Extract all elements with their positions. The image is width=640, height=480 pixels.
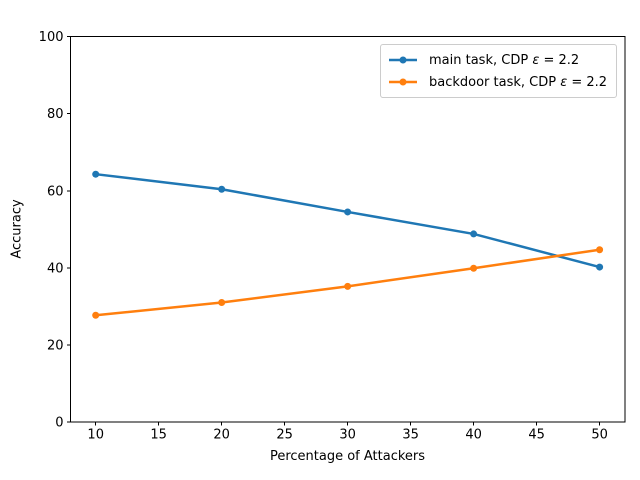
legend-label-backdoor-task: backdoor task, CDP ε = 2.2	[429, 74, 608, 90]
plot-spines	[70, 36, 626, 423]
x-tick-label: 45	[528, 428, 545, 443]
y-tick-label: 100	[39, 30, 64, 45]
legend-item-main-task: main task, CDP ε = 2.2	[381, 49, 616, 71]
data-point-main-task	[218, 185, 226, 193]
data-point-backdoor-task	[92, 311, 100, 319]
y-tick-label: 60	[47, 184, 64, 199]
y-tick-label: 40	[47, 261, 64, 276]
y-axis-label: Accuracy	[9, 199, 25, 259]
y-tick-label: 80	[47, 107, 64, 122]
x-tick-label: 25	[276, 428, 293, 443]
y-tick-label: 0	[55, 416, 63, 431]
x-tick-label: 35	[402, 428, 419, 443]
x-tick-label: 40	[465, 428, 482, 443]
data-point-main-task	[470, 230, 478, 238]
data-point-main-task	[344, 208, 352, 216]
legend-label-main-task: main task, CDP ε = 2.2	[429, 52, 580, 68]
data-point-backdoor-task	[344, 282, 352, 290]
data-point-main-task	[596, 263, 604, 271]
x-tick-label: 30	[339, 428, 356, 443]
x-axis-label-row: Percentage of Attackers	[0, 449, 640, 464]
legend-line-sample-backdoor-task	[389, 78, 417, 86]
x-tick-label: 20	[213, 428, 230, 443]
x-tick-label: 10	[87, 428, 104, 443]
x-axis-label: Percentage of Attackers	[269, 449, 426, 464]
legend-line-sample-main-task	[389, 56, 417, 64]
legend: main task, CDP ε = 2.2 backdoor task, CD…	[380, 44, 617, 98]
data-point-backdoor-task	[596, 246, 604, 254]
legend-item-backdoor-task: backdoor task, CDP ε = 2.2	[381, 71, 616, 93]
x-tick-label: 50	[591, 428, 608, 443]
x-tick-label: 15	[150, 428, 167, 443]
y-tick-label: 20	[47, 338, 64, 353]
series-line-main-task	[95, 172, 600, 269]
series-line-backdoor-task	[95, 248, 600, 317]
data-point-backdoor-task	[218, 299, 226, 307]
data-point-backdoor-task	[470, 264, 478, 272]
data-point-main-task	[92, 170, 100, 178]
